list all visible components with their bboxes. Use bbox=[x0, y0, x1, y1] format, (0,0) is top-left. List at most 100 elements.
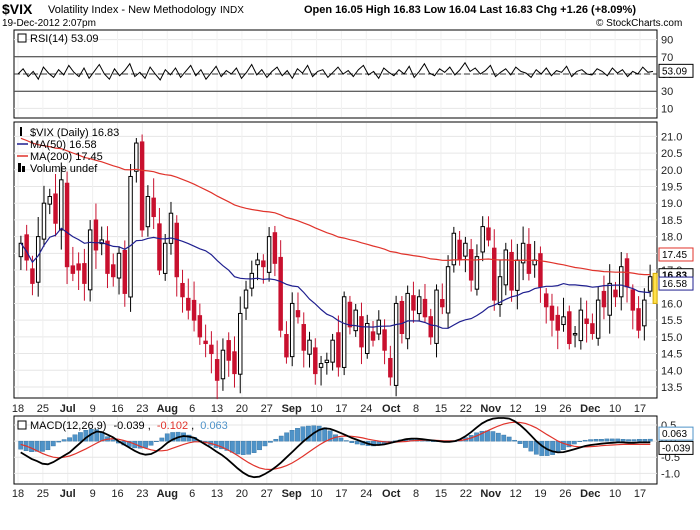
candle-body bbox=[324, 359, 330, 364]
macd-x-axis-label: 27 bbox=[261, 488, 273, 500]
ma200-line bbox=[20, 137, 651, 276]
x-axis-label: 9 bbox=[90, 403, 96, 415]
macd-histogram-bar bbox=[148, 440, 154, 446]
price-legend: $VIX (Daily) 16.83 MA(50) 16.58 MA(200) … bbox=[17, 127, 119, 175]
candle-body bbox=[261, 260, 266, 268]
macd-x-axis-label: 12 bbox=[509, 488, 521, 500]
candle-body bbox=[53, 193, 58, 224]
macd-histogram-bar bbox=[512, 439, 517, 442]
candle-body bbox=[341, 296, 347, 368]
x-axis-label: 13 bbox=[211, 403, 223, 415]
candle-body bbox=[440, 299, 445, 308]
price-tick-label: 16.0 bbox=[661, 298, 682, 310]
candle-body bbox=[353, 309, 358, 332]
x-axis-label: 6 bbox=[189, 403, 195, 415]
candle-body bbox=[543, 293, 549, 308]
macd-legend-sep2: , bbox=[191, 420, 194, 432]
x-axis-label: 10 bbox=[609, 403, 621, 415]
candle-body bbox=[468, 249, 474, 281]
candle-body bbox=[613, 289, 618, 298]
price-last-label-box bbox=[658, 247, 694, 262]
candle-body bbox=[399, 300, 405, 335]
candle-body bbox=[457, 239, 462, 261]
rsi-last-label: 53.09 bbox=[662, 66, 687, 77]
candle-body bbox=[601, 290, 607, 308]
macd-histogram-bar bbox=[485, 430, 490, 442]
candle-body bbox=[41, 202, 47, 240]
candle-body bbox=[30, 268, 35, 284]
macd-last-label: 0.063 bbox=[662, 429, 687, 440]
macd-histogram-bar bbox=[219, 440, 224, 450]
candle-body bbox=[647, 276, 653, 292]
candle-body bbox=[145, 196, 151, 228]
macd-histogram-bar bbox=[631, 439, 637, 442]
price-legend-ma50: MA(50) 16.58 bbox=[30, 139, 97, 151]
candle-body bbox=[209, 344, 214, 355]
price-tick-label: 19.0 bbox=[661, 198, 682, 210]
candle-body bbox=[434, 289, 439, 344]
macd-histogram-bar bbox=[425, 440, 431, 442]
price-panel bbox=[13, 121, 658, 399]
rsi-tick-label: 30 bbox=[661, 86, 673, 98]
price-legend-volume: Volume undef bbox=[30, 163, 98, 175]
macd-legend-text: MACD(12,26,9) -0.039 , -0.102 , 0.063 bbox=[30, 420, 228, 432]
chart-name: Volatility Index - New Methodology bbox=[48, 4, 217, 16]
candle-body bbox=[284, 334, 289, 358]
candle-body bbox=[584, 318, 589, 324]
candle-body bbox=[220, 349, 226, 380]
rsi-legend-swatch bbox=[17, 33, 27, 43]
x-axis-label: Aug bbox=[157, 403, 178, 415]
candle-body bbox=[520, 242, 526, 264]
macd-histogram-bar bbox=[154, 440, 159, 442]
x-axis-label: 8 bbox=[413, 403, 419, 415]
macd-histogram-bar bbox=[604, 438, 610, 442]
candle-body bbox=[139, 141, 145, 231]
price-tick-label: 19.5 bbox=[661, 181, 682, 193]
candle-body bbox=[203, 340, 208, 345]
x-axis-label: 22 bbox=[460, 403, 472, 415]
chart-copyright: © StockCharts.com bbox=[596, 18, 682, 29]
candle-body bbox=[174, 222, 179, 278]
macd-histogram-bar bbox=[45, 440, 51, 451]
x-axis-label: 19 bbox=[534, 403, 546, 415]
x-axis-label: 18 bbox=[12, 403, 24, 415]
x-axis-label: 23 bbox=[136, 403, 148, 415]
macd-x-axis-label: 13 bbox=[211, 488, 223, 500]
macd-histogram-bar bbox=[316, 425, 322, 442]
x-axis-label: 16 bbox=[111, 403, 123, 415]
macd-x-axis-label: 10 bbox=[310, 488, 322, 500]
candle-body bbox=[295, 310, 301, 318]
candle-body bbox=[99, 239, 104, 245]
macd-histogram-bar bbox=[609, 438, 615, 442]
candle-body bbox=[347, 301, 353, 328]
rsi-last-label-box bbox=[658, 63, 694, 78]
macd-x-axis-label: 8 bbox=[413, 488, 419, 500]
candle-body bbox=[157, 223, 162, 271]
macd-histogram-bar bbox=[295, 428, 300, 442]
macd-histogram-bar bbox=[349, 440, 355, 443]
price-last-label: 16.83 bbox=[662, 271, 687, 282]
macd-histogram-bar bbox=[268, 440, 273, 443]
candle-body bbox=[214, 359, 220, 381]
chart-quote: Open 16.05 High 16.83 Low 16.04 Last 16.… bbox=[304, 4, 636, 16]
candle-body bbox=[405, 292, 410, 340]
candle-body bbox=[134, 142, 139, 172]
macd-histogram-bar bbox=[305, 425, 311, 442]
x-axis-label: Oct bbox=[382, 403, 401, 415]
macd-histogram-bar bbox=[593, 439, 599, 442]
macd-histogram-bar bbox=[637, 439, 642, 442]
candle-body bbox=[359, 316, 364, 348]
macd-histogram-bar bbox=[647, 438, 653, 442]
candle-body bbox=[59, 179, 64, 231]
ma50-line bbox=[20, 227, 651, 329]
macd-histogram-bar bbox=[588, 439, 593, 442]
candle-body bbox=[561, 316, 566, 326]
candle-body bbox=[243, 289, 249, 309]
candle-body bbox=[382, 329, 387, 351]
macd-histogram-bar bbox=[626, 439, 631, 442]
macd-histogram-bar bbox=[273, 439, 279, 442]
candle-body bbox=[515, 259, 520, 291]
candle-body bbox=[111, 264, 116, 278]
candle-body bbox=[289, 302, 295, 358]
candle-body bbox=[497, 276, 503, 306]
